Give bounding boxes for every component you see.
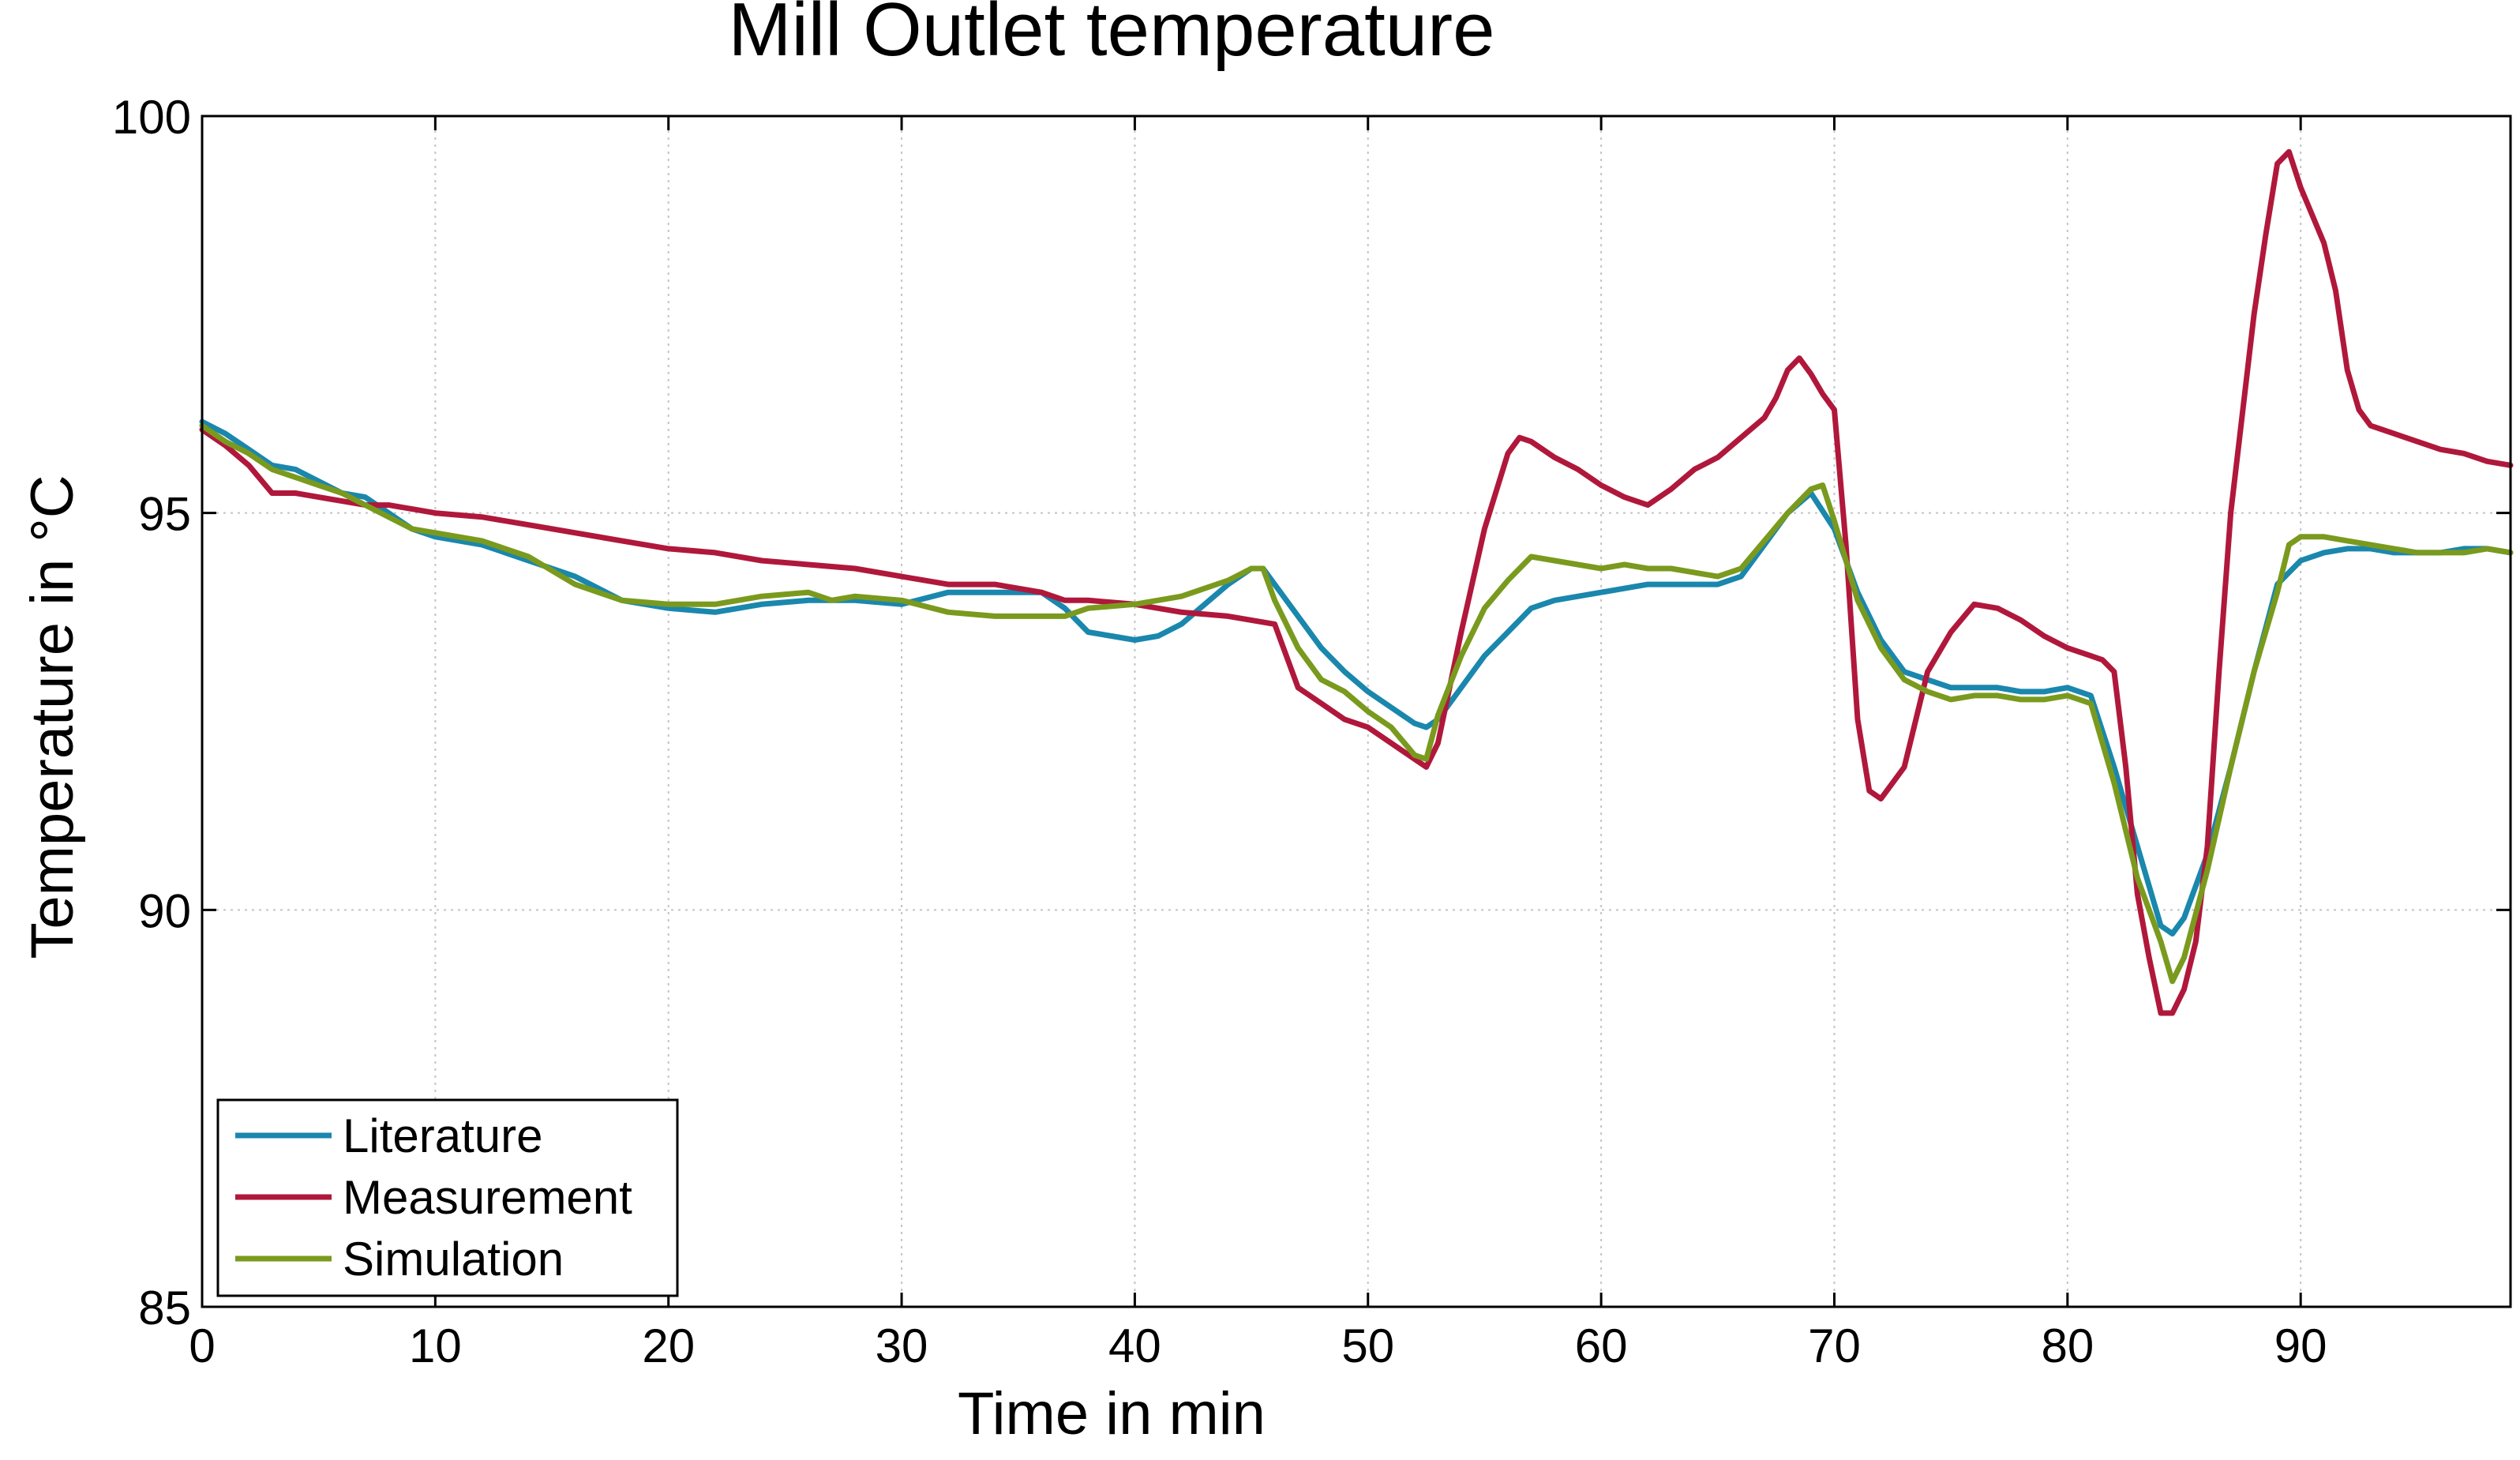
plot-frame bbox=[201, 114, 2512, 1308]
x-tick-label: 0 bbox=[189, 1319, 215, 1372]
grid bbox=[202, 116, 2511, 1307]
x-tick-label: 40 bbox=[1108, 1319, 1161, 1372]
y-tick-label: 95 bbox=[138, 488, 191, 541]
x-tick-label: 10 bbox=[409, 1319, 462, 1372]
x-tick-label: 70 bbox=[1808, 1319, 1861, 1372]
chart-title: Mill Outlet temperature bbox=[728, 0, 1494, 72]
x-tick-label: 90 bbox=[2274, 1319, 2327, 1372]
series-line-simulation bbox=[199, 422, 2514, 985]
legend-label-simulation: Simulation bbox=[343, 1233, 564, 1285]
y-axis-label: Temperature in °C bbox=[19, 475, 86, 959]
series-lines bbox=[199, 148, 2514, 1016]
legend-label-measurement: Measurement bbox=[343, 1171, 632, 1224]
series-line-measurement bbox=[199, 148, 2514, 1016]
x-tick-label: 80 bbox=[2041, 1319, 2094, 1372]
x-tick-label: 60 bbox=[1575, 1319, 1628, 1372]
y-tick-label: 90 bbox=[138, 884, 191, 937]
x-tick-label: 50 bbox=[1341, 1319, 1394, 1372]
legend-label-literature: Literature bbox=[343, 1109, 542, 1162]
axis-ticks: 0 10 20 30 40 50 60 70 80 90 85 90 95 100 bbox=[112, 91, 2511, 1372]
legend: Literature Measurement Simulation bbox=[216, 1098, 679, 1297]
x-tick-label: 30 bbox=[876, 1319, 928, 1372]
y-tick-label: 100 bbox=[112, 91, 191, 144]
x-tick-label: 20 bbox=[642, 1319, 695, 1372]
x-axis-label: Time in min bbox=[958, 1380, 1266, 1447]
y-tick-label: 85 bbox=[138, 1282, 191, 1334]
